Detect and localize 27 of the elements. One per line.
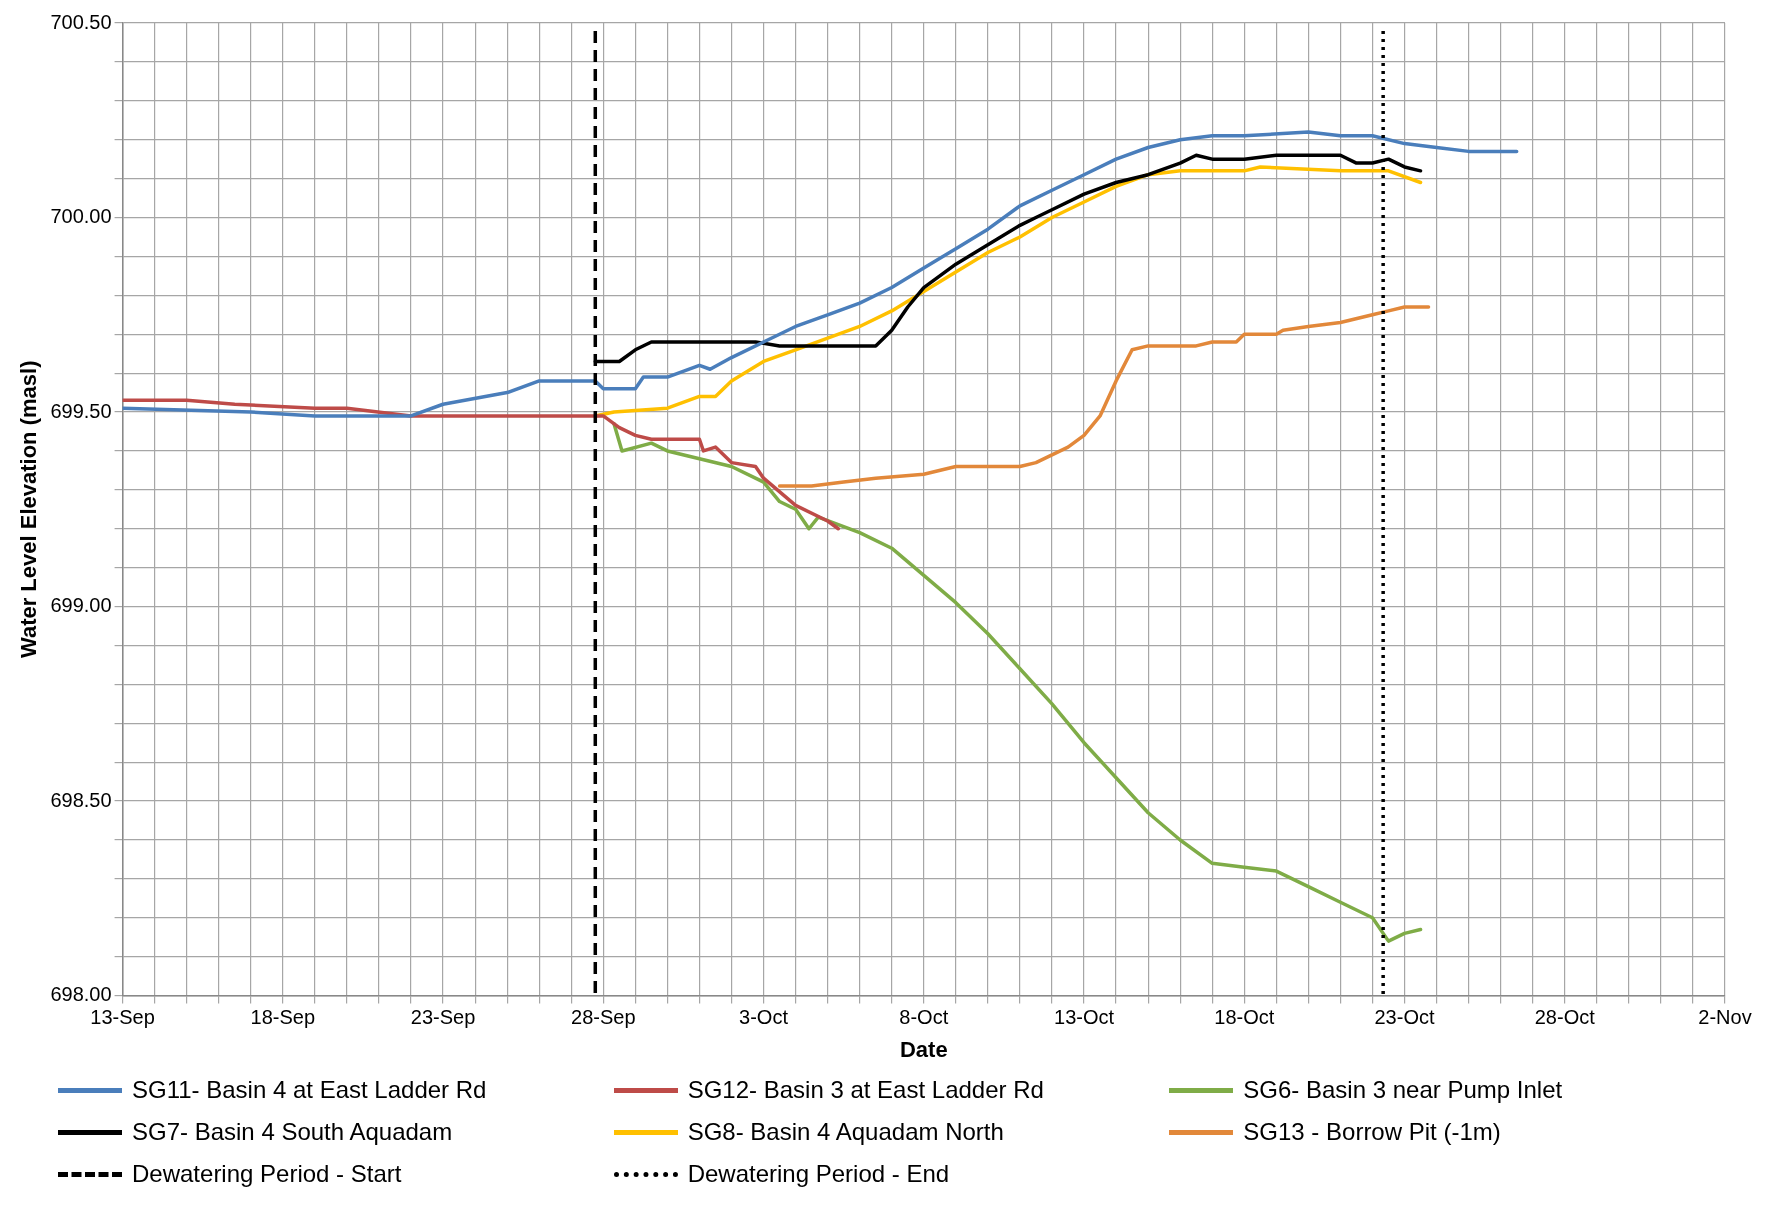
y-tick-label: 698.50 (50, 788, 112, 811)
legend-label: Dewatering Period - End (687, 1160, 950, 1188)
y-tick-label: 699.00 (50, 594, 112, 617)
legend-label: SG8- Basin 4 Aquadam North (687, 1118, 1004, 1146)
legend-label: SG13 - Borrow Pit (-1m) (1243, 1118, 1501, 1146)
legend-label: SG6- Basin 3 near Pump Inlet (1243, 1076, 1563, 1104)
y-tick-label: 700.00 (50, 205, 112, 228)
x-tick-label: 8-Oct (899, 1006, 949, 1029)
y-axis-title: Water Level Elevation (masl) (16, 360, 42, 659)
x-axis-title: Date (899, 1036, 948, 1062)
x-tick-label: 18-Oct (1214, 1006, 1275, 1029)
legend-label: Dewatering Period - Start (132, 1160, 402, 1188)
y-tick-label: 698.00 (50, 983, 112, 1006)
y-tick-label: 699.50 (50, 399, 112, 422)
y-tick-label: 700.50 (50, 10, 112, 33)
x-tick-label: 18-Sep (250, 1006, 316, 1029)
x-tick-label: 13-Oct (1054, 1006, 1115, 1029)
x-tick-label: 2-Nov (1698, 1006, 1752, 1029)
x-tick-label: 28-Oct (1534, 1006, 1596, 1029)
x-tick-label: 23-Sep (410, 1006, 476, 1029)
x-tick-label: 13-Sep (90, 1006, 155, 1029)
legend-label: SG7- Basin 4 South Aquadam (132, 1118, 453, 1146)
legend-label: SG11- Basin 4 at East Ladder Rd (132, 1076, 487, 1104)
legend-label: SG12- Basin 3 at East Ladder Rd (687, 1076, 1044, 1104)
x-tick-label: 3-Oct (739, 1006, 789, 1029)
x-tick-label: 23-Oct (1374, 1006, 1435, 1029)
x-tick-label: 28-Sep (571, 1006, 636, 1029)
